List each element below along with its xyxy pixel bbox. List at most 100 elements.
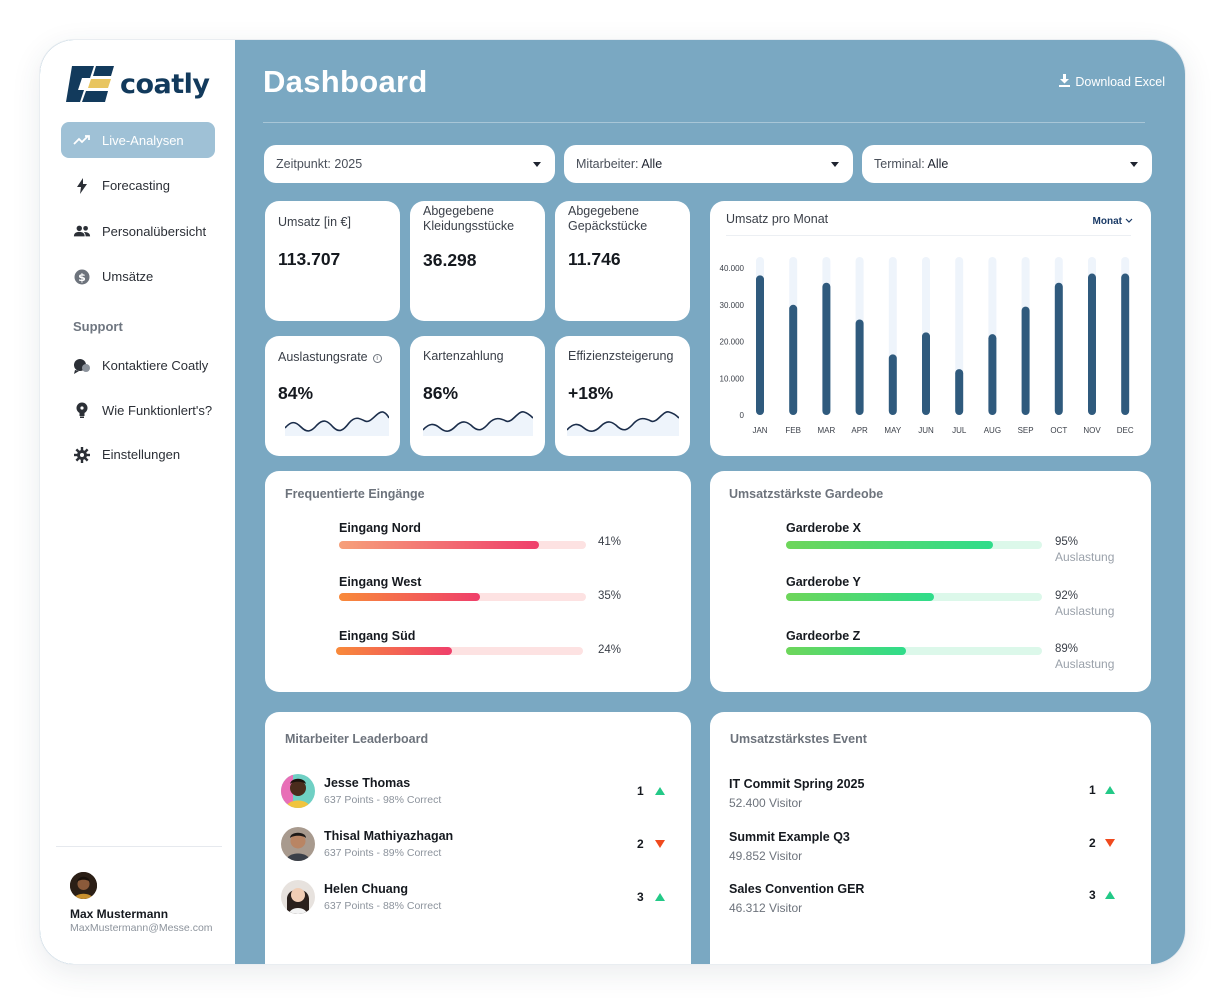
- kpi-value: 84%: [278, 383, 314, 403]
- sidebar-item-live-analysen[interactable]: Live-Analysen: [61, 122, 215, 158]
- sidebar-item-how-it-works[interactable]: Wie Funktionlert's?: [61, 392, 215, 428]
- gear-icon: [73, 446, 91, 464]
- download-label: Download Excel: [1075, 75, 1165, 89]
- sparkline: [567, 411, 679, 436]
- user-profile[interactable]: Max Mustermann MaxMustermann@Messe.com: [70, 872, 213, 934]
- bar-feb[interactable]: [789, 304, 798, 415]
- kpi-card-auslastung[interactable]: Auslastungsrate i 84%: [265, 336, 400, 456]
- employee-name: Helen Chuang: [324, 882, 409, 896]
- lightning-icon: [73, 177, 91, 195]
- bar-chart: 40.000 30.000 20.000 10.000 0 JAN FEB MAR APR MAY…: [720, 257, 1134, 435]
- kpi-card-kleidung[interactable]: Abgegebene Kleidungsstücke 36.298: [410, 201, 545, 321]
- bar-apr[interactable]: [855, 319, 864, 415]
- leaderboard-row[interactable]: Helen Chuang 637 Points - 88% Correct 3: [281, 878, 671, 918]
- event-name: IT Commit Spring 2025: [729, 777, 865, 791]
- x-tick-label: FEB: [785, 426, 801, 435]
- bar-dec[interactable]: [1121, 273, 1130, 415]
- section-title: Umsatzstärkstes Event: [730, 732, 867, 746]
- sidebar-item-personal[interactable]: Personalübersicht: [61, 213, 215, 249]
- trend-up-icon: [655, 893, 665, 901]
- bar-nov[interactable]: [1088, 273, 1096, 415]
- section-title: Umsatzstärkste Gardeobe: [729, 487, 884, 501]
- x-tick-label: SEP: [1018, 426, 1034, 435]
- filter-zeitpunkt[interactable]: Zeitpunkt: 2025: [264, 145, 555, 183]
- wardrobe-progress-fill: [786, 647, 907, 655]
- wardrobe-progress-track: [786, 647, 1042, 655]
- x-tick-label: MAY: [884, 426, 901, 435]
- wardrobe-sublabel: Auslastung: [1055, 604, 1115, 618]
- trend-up-icon: [1105, 786, 1115, 794]
- sparkline: [423, 411, 533, 436]
- employee-stats: 637 Points - 88% Correct: [324, 900, 442, 912]
- chevron-down-icon: [1125, 216, 1133, 227]
- wardrobe-label: Garderobe X: [786, 521, 862, 535]
- kpi-card-gepaeck[interactable]: Abgegebene Gepäckstücke 11.746: [555, 201, 690, 321]
- avatar: [281, 880, 315, 914]
- bar-jul[interactable]: [955, 369, 964, 415]
- event-row[interactable]: IT Commit Spring 2025 52.400 Visitor 1: [729, 777, 1119, 817]
- sidebar-item-label: Forecasting: [102, 178, 170, 193]
- bulb-icon: [73, 401, 91, 419]
- download-excel-button[interactable]: Download Excel: [1059, 74, 1165, 90]
- rank-number: 1: [637, 784, 644, 798]
- bar-aug[interactable]: [988, 334, 997, 415]
- trend-up-icon: [655, 787, 665, 795]
- sidebar-item-kontakt[interactable]: Kontaktiere Coatly: [61, 348, 215, 384]
- trend-down-icon: [655, 840, 665, 848]
- x-tick-label: DEC: [1117, 426, 1134, 435]
- y-tick-label: 40.000: [720, 264, 745, 273]
- rank-number: 2: [637, 837, 644, 851]
- entrance-label: Eingang West: [339, 575, 422, 589]
- y-tick-label: 0: [740, 411, 745, 420]
- section-title: Mitarbeiter Leaderboard: [285, 732, 429, 746]
- employee-name: Thisal Mathiyazhagan: [324, 829, 454, 843]
- bar-sep[interactable]: [1021, 306, 1030, 415]
- entrance-progress-fill: [336, 647, 453, 655]
- bar-may[interactable]: [888, 354, 897, 415]
- event-row[interactable]: Sales Convention GER 46.312 Visitor 3: [729, 882, 1119, 922]
- entrance-progress-fill: [339, 541, 540, 549]
- info-icon[interactable]: i: [372, 354, 382, 363]
- kpi-label: Effizienzsteigerung: [568, 349, 674, 363]
- kpi-card-umsatz[interactable]: Umsatz [in €] 113.707: [265, 201, 400, 321]
- avatar: [281, 774, 315, 808]
- section-title: Frequentierte Eingänge: [285, 487, 425, 501]
- trend-down-icon: [1105, 839, 1115, 847]
- filter-terminal[interactable]: Terminal: Alle: [862, 145, 1152, 183]
- bar-oct[interactable]: [1054, 282, 1063, 415]
- filter-label: Terminal:: [874, 157, 928, 171]
- sidebar-item-label: Wie Funktionlert's?: [102, 402, 213, 418]
- sidebar-item-umsaetze[interactable]: $ Umsätze: [61, 259, 215, 295]
- x-tick-label: JUN: [918, 426, 934, 435]
- logo[interactable]: coatly: [64, 64, 210, 104]
- kpi-label: Kartenzahlung: [423, 349, 504, 363]
- filter-label: Zeitpunkt: 2025: [276, 157, 363, 171]
- download-icon: [1059, 74, 1071, 90]
- leaderboard-row[interactable]: Jesse Thomas 637 Points - 98% Correct 1: [281, 772, 671, 812]
- bar-jan[interactable]: [756, 275, 764, 415]
- user-email: MaxMustermann@Messe.com: [70, 922, 213, 934]
- avatar: [70, 872, 97, 899]
- wardrobe-progress-fill: [786, 593, 935, 601]
- sidebar-item-settings[interactable]: Einstellungen: [61, 437, 215, 473]
- chevron-down-icon: [1130, 161, 1138, 167]
- event-row[interactable]: Summit Example Q3 49.852 Visitor 2: [729, 830, 1119, 870]
- kpi-card-effizienz[interactable]: Effizienzsteigerung +18%: [555, 336, 690, 456]
- leaderboard-row[interactable]: Thisal Mathiyazhagan 637 Points - 89% Co…: [281, 825, 671, 865]
- event-name: Summit Example Q3: [729, 830, 850, 844]
- app-frame: coatly Live-Analysen Forecasting Persona…: [40, 40, 1185, 964]
- filter-mitarbeiter[interactable]: Mitarbeiter: Alle: [564, 145, 853, 183]
- chart-period-dropdown[interactable]: Monat: [1093, 216, 1133, 227]
- svg-text:$: $: [78, 271, 86, 284]
- kpi-card-karten[interactable]: Kartenzahlung 86%: [410, 336, 545, 456]
- sidebar-item-label: Personalübersicht: [102, 223, 207, 239]
- rank-number: 2: [1089, 836, 1096, 850]
- sparkline: [285, 411, 389, 436]
- logo-icon: [64, 64, 114, 104]
- sidebar-item-forecasting[interactable]: Forecasting: [61, 168, 215, 204]
- leaderboard-card: Mitarbeiter Leaderboard Jesse Thomas 637…: [265, 712, 691, 964]
- bar-jun[interactable]: [922, 332, 930, 415]
- sidebar-item-label: Kontaktiere Coatly: [102, 358, 209, 373]
- bar-mar[interactable]: [822, 282, 831, 415]
- x-tick-label: NOV: [1083, 426, 1101, 435]
